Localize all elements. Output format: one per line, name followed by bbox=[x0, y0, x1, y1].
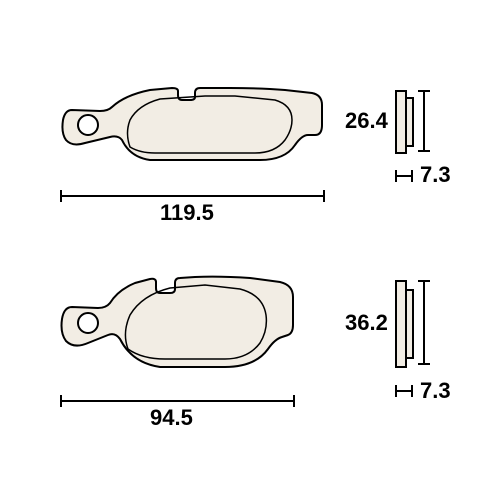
dim-line-bot-width bbox=[60, 400, 295, 402]
dim-tick bbox=[418, 280, 430, 282]
label-top-thick: 7.3 bbox=[420, 162, 451, 188]
dim-tick bbox=[293, 395, 295, 407]
dim-tick bbox=[395, 385, 397, 397]
dim-tick bbox=[60, 190, 62, 202]
label-bot-height: 36.2 bbox=[345, 310, 388, 336]
label-bot-width: 94.5 bbox=[150, 405, 193, 431]
dim-tick bbox=[411, 385, 413, 397]
dim-tick bbox=[395, 170, 397, 182]
dim-tick bbox=[60, 395, 62, 407]
diagram-container: 26.4 119.5 7.3 36.2 94.5 7.3 bbox=[0, 0, 500, 500]
label-top-width: 119.5 bbox=[160, 200, 214, 226]
dim-line-top-height bbox=[423, 90, 425, 152]
dim-tick bbox=[323, 190, 325, 202]
top-pad-side bbox=[395, 90, 415, 154]
dim-tick bbox=[418, 363, 430, 365]
dim-line-bot-height bbox=[423, 280, 425, 365]
top-pad-front bbox=[60, 85, 325, 165]
bottom-pad-side bbox=[395, 280, 415, 368]
dim-tick bbox=[418, 150, 430, 152]
bottom-pad-front bbox=[60, 275, 295, 375]
dim-tick bbox=[411, 170, 413, 182]
label-top-height: 26.4 bbox=[345, 108, 388, 134]
dim-tick bbox=[418, 90, 430, 92]
dim-line-top-width bbox=[60, 195, 325, 197]
label-bot-thick: 7.3 bbox=[420, 378, 451, 404]
